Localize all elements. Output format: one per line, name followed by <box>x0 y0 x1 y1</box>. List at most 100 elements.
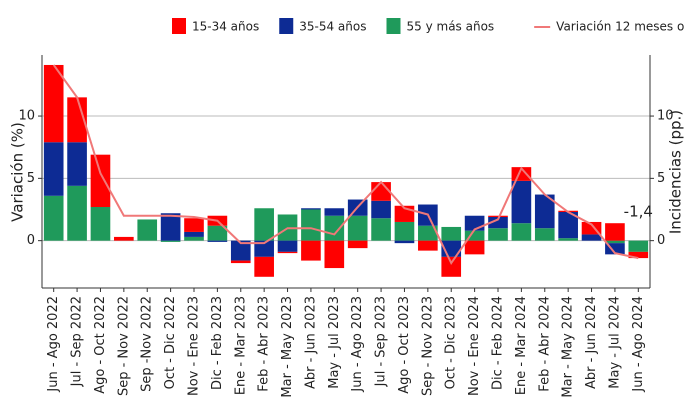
legend-label: 15-34 años <box>192 20 259 34</box>
bar-segment <box>254 240 274 257</box>
x-tick-label: Jul - Sep 2023 <box>374 296 389 387</box>
legend-swatch <box>386 18 401 34</box>
x-tick-label: Oct - Dic 2023 <box>444 296 459 389</box>
x-tick-label: Abr - Jun 2024 <box>584 296 599 389</box>
x-tick-label: Dic - Feb 2024 <box>491 296 506 390</box>
bar-segment <box>184 236 204 241</box>
line-series <box>52 64 639 266</box>
legend-swatch <box>279 18 294 34</box>
bar-segment <box>43 142 64 196</box>
legend-label: Variación 12 meses ocupados <box>556 20 685 34</box>
bar-segment <box>301 208 321 210</box>
bar-segment <box>371 218 391 241</box>
bar-segment <box>488 216 508 229</box>
bar-segment <box>605 223 625 241</box>
x-tick-label: Abr - Jun 2023 <box>303 296 318 389</box>
y-tick-label: 10 <box>18 109 35 124</box>
bar-segment <box>558 238 578 241</box>
x-tick-label: Ene - Mar 2023 <box>233 296 248 395</box>
x-tick-label: Nov - Ene 2023 <box>187 296 202 396</box>
bar-segment <box>67 142 87 186</box>
x-tick-label: Jun - Ago 2022 <box>46 296 61 393</box>
legend-label: 35-54 años <box>299 20 366 34</box>
bar-segment <box>324 208 345 216</box>
bar-segment <box>628 240 649 252</box>
bar-segment <box>347 240 368 249</box>
bar-segment <box>441 226 462 241</box>
x-tick-label: Jul - Sep 2022 <box>70 296 85 387</box>
legend-label: 55 y más años <box>407 20 495 34</box>
x-tick-label: Sep - Nov 2022 <box>116 296 131 396</box>
bar-segment <box>230 240 251 261</box>
legend-swatch <box>172 18 186 34</box>
bar-segment <box>488 228 508 241</box>
bar-segment <box>184 231 204 237</box>
bar-segment <box>90 207 111 241</box>
bar-segment <box>90 154 111 208</box>
x-tick-label: May - Jul 2024 <box>607 296 622 389</box>
y-tick-label: 0 <box>27 233 35 248</box>
bar-segment <box>511 180 532 224</box>
bar-segment <box>464 240 485 255</box>
bar-segment <box>137 219 158 241</box>
bar-segment <box>160 213 181 241</box>
bar-segment <box>394 221 415 241</box>
bar-segment <box>418 240 438 251</box>
x-tick-label: Sep - Nov 2023 <box>420 296 435 396</box>
y2-tick-label: 0 <box>657 233 665 248</box>
bar-segment <box>511 223 532 241</box>
x-tick-label: Dic - Feb 2023 <box>210 296 225 390</box>
bar-segment <box>277 251 298 254</box>
x-tick-label: Feb - Abr 2024 <box>537 296 552 392</box>
bar-segment <box>371 200 391 219</box>
x-tick-label: Ago - Oct 2023 <box>397 296 412 394</box>
bar-segment <box>43 195 64 241</box>
bar-segment <box>301 209 321 241</box>
y-axis-label: Variación (%) <box>9 122 27 222</box>
bar-segment <box>534 194 555 229</box>
x-tick-label: Jun - Ago 2024 <box>631 296 646 393</box>
bar-segment <box>207 225 228 241</box>
bar-segment <box>67 97 87 143</box>
bar-segment <box>441 256 462 277</box>
bar-segment <box>605 243 625 255</box>
bar-segment <box>534 228 555 241</box>
x-tick-label: Ago - Oct 2022 <box>93 296 108 394</box>
bar-segment <box>277 240 298 252</box>
x-tick-label: Sep -Nov 2022 <box>140 296 155 392</box>
bar-segment <box>558 211 578 239</box>
bar-segment <box>605 240 625 244</box>
x-tick-label: Ene - Mar 2024 <box>514 296 529 395</box>
x-tick-label: Oct - Dic 2022 <box>163 296 178 389</box>
annotation: -1,4 <box>624 203 653 221</box>
y2-axis-label: Incidencias (pp.) <box>667 110 685 234</box>
bar-segment <box>488 215 508 217</box>
x-tick-label: Feb - Abr 2023 <box>257 296 272 392</box>
bar-segment <box>301 240 321 261</box>
bar-segment <box>581 234 602 241</box>
bar-segment <box>254 208 274 241</box>
y2-tick-label: 10 <box>657 109 674 124</box>
bar-segment <box>184 218 204 232</box>
x-tick-label: Nov - Ene 2024 <box>467 296 482 396</box>
bar-segment <box>394 240 415 244</box>
bar-segment <box>230 260 251 264</box>
bar-segment <box>464 230 485 241</box>
x-tick-label: Mar - May 2024 <box>561 296 576 398</box>
x-tick-label: May - Jul 2023 <box>327 296 342 389</box>
bar-segment <box>254 256 274 277</box>
bar-segment <box>628 251 649 259</box>
y-tick-label: 5 <box>27 171 35 186</box>
bar-segment <box>114 236 134 241</box>
bar-segment <box>324 215 345 241</box>
y2-tick-label: 5 <box>657 171 665 186</box>
bar-segment <box>67 185 87 241</box>
bar-segment <box>347 215 368 241</box>
bar-segment <box>371 182 391 201</box>
bar-segment <box>160 240 181 242</box>
bar-segment <box>418 225 438 241</box>
x-tick-label: Jun - Ago 2023 <box>350 296 365 393</box>
x-tick-label: Mar - May 2023 <box>280 296 295 398</box>
bar-segment <box>324 240 345 269</box>
